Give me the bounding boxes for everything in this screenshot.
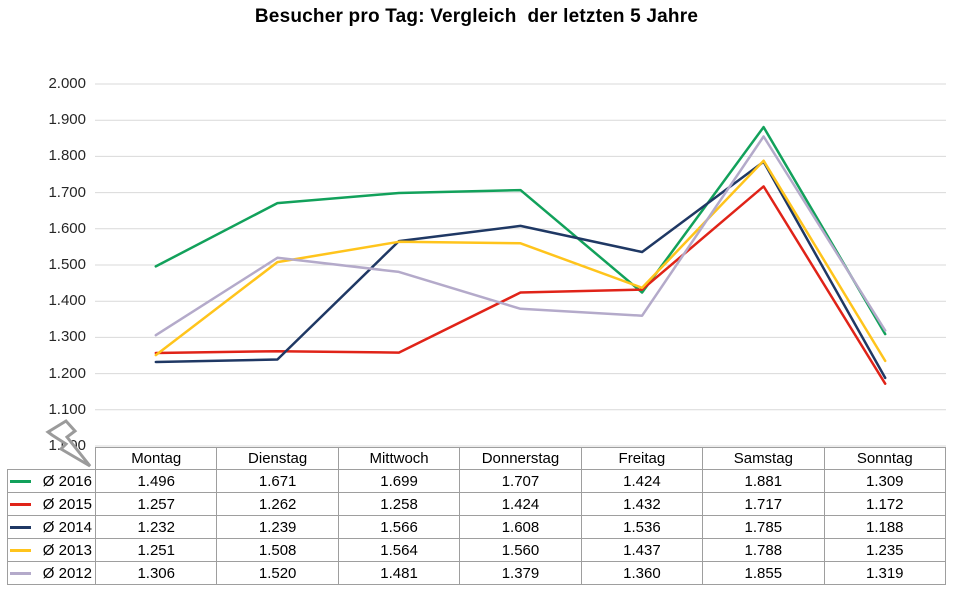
value-cell: 1.379: [459, 561, 582, 585]
corner-cell: [8, 448, 96, 470]
y-tick-label: 1.500: [48, 256, 86, 273]
y-tick-label: 2.000: [48, 75, 86, 92]
value-cell: 1.481: [337, 561, 461, 585]
value-cell: 1.257: [94, 492, 218, 516]
value-cell: 1.707: [459, 469, 582, 493]
value-cell: 1.608: [459, 515, 582, 539]
value-cell: 1.564: [337, 538, 461, 562]
y-tick-label: 1.800: [48, 147, 86, 165]
column-header: Donnerstag: [459, 447, 582, 470]
value-cell: 1.699: [337, 469, 461, 493]
value-cell: 1.560: [459, 538, 582, 562]
table-row: Ø 2014 1.232 1.239 1.566 1.608 1.536 1.785 1.18…: [7, 515, 947, 539]
table-row: Ø 2015 1.257 1.262 1.258 1.424 1.432 1.717 1.17…: [7, 492, 947, 516]
value-cell: 1.788: [702, 538, 825, 562]
legend-cell: Ø 2013: [7, 538, 96, 562]
value-cell: 1.536: [580, 515, 704, 539]
series-line-2013: [154, 159, 887, 363]
y-tick-label: 1.100: [48, 400, 86, 418]
value-cell: 1.360: [580, 561, 704, 585]
value-cell: 1.262: [216, 492, 339, 516]
legend-line-swatch: [10, 571, 31, 575]
column-header: Montag: [94, 447, 218, 470]
column-header: Mittwoch: [337, 447, 461, 470]
y-tick-label: 1.900: [48, 111, 86, 129]
series-line-2015: [154, 185, 887, 385]
series-name: Ø 2014: [42, 518, 92, 536]
value-cell: 1.881: [702, 469, 825, 493]
value-cell: 1.437: [580, 538, 704, 562]
table-row: Ø 2016 1.496 1.671 1.699 1.707 1.424 1.881 1.30…: [7, 469, 947, 493]
value-cell: 1.306: [94, 561, 218, 585]
table-row: Ø 2013 1.251 1.508 1.564 1.560 1.437 1.788 1.23…: [7, 538, 947, 562]
value-cell: 1.172: [823, 492, 947, 516]
y-tick-label: 1.200: [48, 364, 86, 382]
legend-cell: Ø 2012: [7, 561, 96, 585]
column-header: Samstag: [702, 447, 825, 470]
legend-cell: Ø 2016: [7, 469, 96, 493]
series-name: Ø 2016: [42, 472, 92, 490]
series-name: Ø 2015: [42, 495, 92, 513]
table-header-row: Montag Dienstag Mittwoch Donnerstag Freitag S…: [8, 447, 947, 470]
value-cell: 1.258: [337, 492, 461, 516]
legend-line-swatch: [10, 525, 31, 529]
cursor-bolt-icon: [45, 419, 92, 468]
series-line-2012: [154, 135, 887, 337]
value-cell: 1.309: [823, 469, 947, 493]
value-cell: 1.785: [702, 515, 825, 539]
legend-cell: Ø 2015: [7, 492, 96, 516]
table-row: Ø 2012 1.306 1.520 1.481 1.379 1.360 1.855 1.31…: [7, 561, 947, 585]
legend-line-swatch: [10, 502, 31, 506]
legend-line-swatch: [10, 548, 31, 552]
y-tick-label: 1.400: [48, 292, 86, 310]
value-cell: 1.319: [823, 561, 947, 585]
series-name: Ø 2012: [42, 564, 92, 582]
value-cell: 1.432: [580, 492, 704, 516]
value-cell: 1.717: [702, 492, 825, 516]
series-name: Ø 2013: [42, 541, 92, 559]
series-line-2016: [154, 125, 887, 336]
value-cell: 1.424: [580, 469, 704, 493]
value-cell: 1.671: [216, 469, 339, 493]
value-cell: 1.520: [216, 561, 339, 585]
y-tick-label: 1.600: [48, 219, 86, 237]
column-header: Freitag: [580, 447, 704, 470]
chart-title: Besucher pro Tag: Vergleich der letzten …: [254, 6, 699, 27]
value-cell: 1.239: [216, 515, 339, 539]
value-cell: 1.235: [823, 538, 947, 562]
value-cell: 1.566: [337, 515, 461, 539]
value-cell: 1.251: [94, 538, 218, 562]
value-cell: 1.424: [459, 492, 582, 516]
column-header: Sonntag: [823, 447, 947, 470]
value-cell: 1.855: [702, 561, 825, 585]
legend-cell: Ø 2014: [7, 515, 96, 539]
value-cell: 1.508: [216, 538, 339, 562]
column-header: Dienstag: [216, 447, 339, 470]
y-tick-label: 1.300: [48, 328, 86, 346]
legend-line-swatch: [10, 479, 31, 483]
value-cell: 1.232: [94, 515, 218, 539]
data-table: Montag Dienstag Mittwoch Donnerstag Freitag S…: [7, 447, 947, 585]
y-tick-label: 1.700: [48, 183, 86, 201]
value-cell: 1.496: [94, 469, 218, 493]
value-cell: 1.188: [823, 515, 947, 539]
